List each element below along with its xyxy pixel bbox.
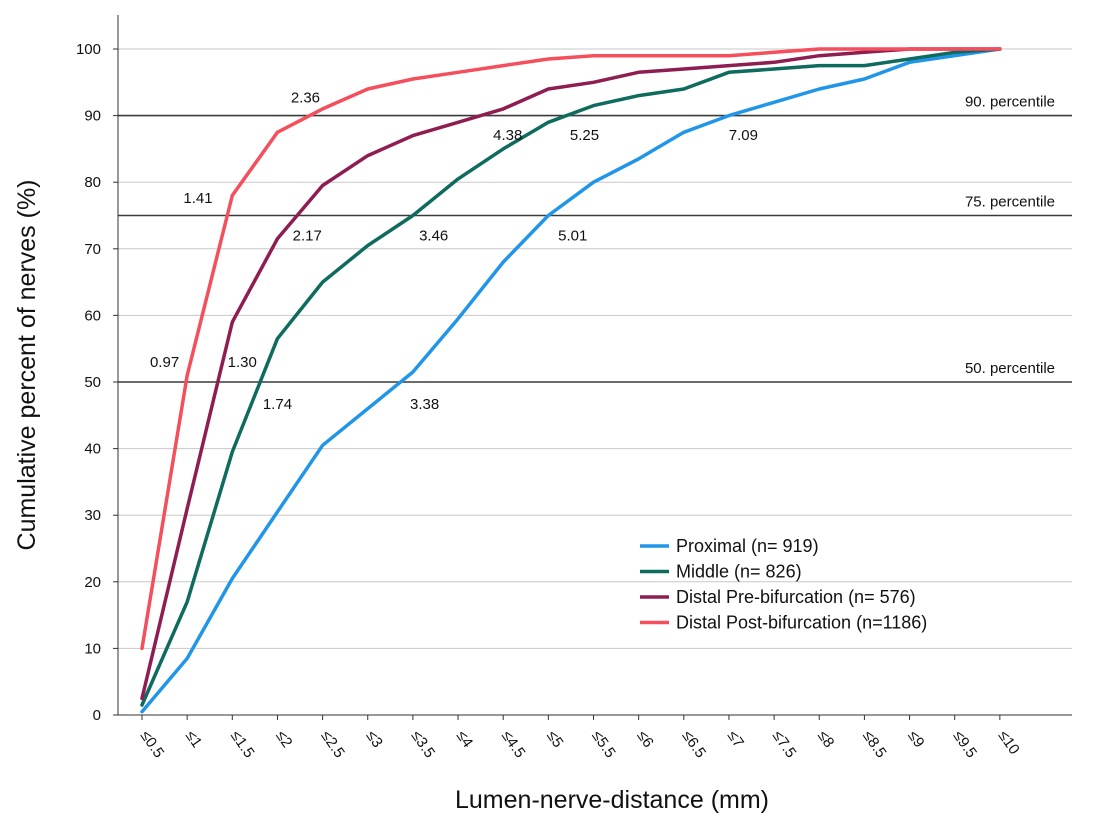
x-tick-label-7: ≤4: [453, 728, 476, 751]
x-tick-label-3: ≤2: [272, 728, 295, 751]
y-tick-label-30: 30: [84, 507, 101, 524]
annotation-7: 5.01: [558, 227, 587, 244]
x-tick-label-10: ≤5.5: [588, 728, 619, 762]
y-tick-label-0: 0: [93, 707, 101, 724]
x-tick-label-8: ≤4.5: [498, 728, 529, 762]
annotation-6: 3.46: [419, 227, 448, 244]
x-tick-label-2: ≤1.5: [227, 728, 258, 762]
legend-label-1: Middle (n= 826): [676, 562, 802, 582]
annotation-2: 1.74: [263, 396, 292, 413]
x-tick-label-16: ≤8.5: [859, 728, 890, 762]
x-tick-label-12: ≤6.5: [679, 728, 710, 762]
x-tick-label-14: ≤7.5: [769, 728, 800, 762]
reference-label-75: 75. percentile: [965, 194, 1055, 211]
annotation-4: 1.41: [183, 190, 212, 207]
y-tick-label-10: 10: [84, 640, 101, 657]
series-line-1: [140, 47, 1002, 707]
x-tick-label-11: ≤6: [633, 728, 656, 751]
data-series: [140, 47, 1002, 714]
y-tick-label-60: 60: [84, 307, 101, 324]
x-tick-label-6: ≤3.5: [408, 728, 439, 762]
annotation-1: 1.30: [228, 354, 257, 371]
x-tick-label-15: ≤8: [814, 728, 837, 751]
y-tick-label-90: 90: [84, 108, 101, 125]
x-axis-title: Lumen-nerve-distance (mm): [455, 786, 769, 814]
y-tick-label-100: 100: [76, 41, 101, 58]
y-axis-title: Cumulative percent of nerves (%): [13, 180, 41, 551]
y-tick-label-20: 20: [84, 574, 101, 591]
y-tick-label-50: 50: [84, 374, 101, 391]
legend: Proximal (n= 919) Middle (n= 826) Distal P…: [640, 536, 927, 633]
annotation-3: 3.38: [410, 396, 439, 413]
series-line-0: [140, 47, 1002, 714]
x-tick-label-19: ≤10: [995, 728, 1023, 758]
y-tick-label-80: 80: [84, 174, 101, 191]
legend-label-2: Distal Pre-bifurcation (n= 576): [676, 587, 916, 607]
annotation-9: 4.38: [493, 127, 522, 144]
reference-label-50: 50. percentile: [965, 360, 1055, 377]
y-tick-label-70: 70: [84, 241, 101, 258]
legend-label-3: Distal Post-bifurcation (n=1186): [676, 613, 927, 633]
reference-label-90: 90. percentile: [965, 94, 1055, 111]
x-tick-label-0: ≤0.5: [137, 728, 168, 762]
annotation-0: 0.97: [150, 354, 179, 371]
x-tick-label-4: ≤2.5: [317, 728, 348, 762]
percentile-reference-lines: 50. percentile 75. percentile 90. percenti…: [118, 94, 1072, 383]
x-tick-label-18: ≤9.5: [949, 728, 980, 762]
annotation-5: 2.17: [293, 227, 322, 244]
x-tick-label-1: ≤1: [182, 728, 205, 751]
x-tick-label-13: ≤7: [724, 728, 747, 751]
series-line-3: [140, 47, 1002, 651]
x-tick-label-17: ≤9: [904, 728, 927, 751]
annotation-8: 2.36: [291, 90, 320, 107]
annotation-11: 7.09: [729, 127, 758, 144]
annotation-10: 5.25: [570, 127, 599, 144]
legend-label-0: Proximal (n= 919): [676, 536, 819, 556]
series-line-2: [140, 47, 1002, 701]
value-annotations: 0.97 1.30 1.74 3.38 1.41 2.17 3.46 5.01 2.36 4.38…: [150, 90, 758, 413]
x-tick-label-9: ≤5: [543, 728, 566, 751]
y-tick-label-40: 40: [84, 441, 101, 458]
x-tick-label-5: ≤3: [362, 728, 385, 751]
